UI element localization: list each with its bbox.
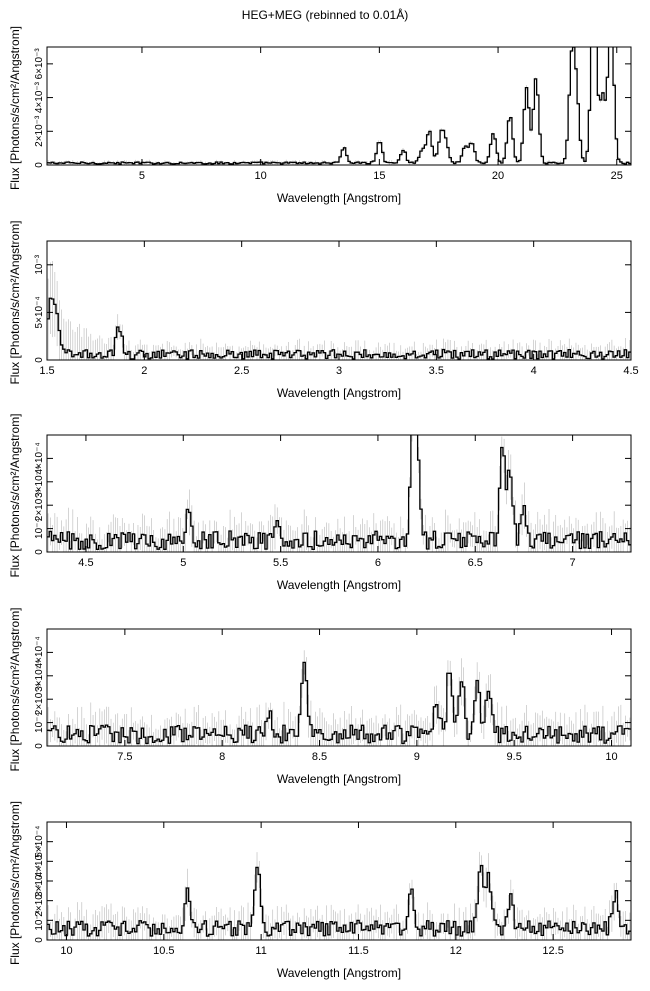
y-tick-label: 0 <box>34 357 45 363</box>
x-tick-label: 4 <box>531 365 537 377</box>
x-tick-label: 25 <box>611 170 623 182</box>
y-tick-label: 4×10⁻⁴ <box>34 636 45 668</box>
x-tick-label: 15 <box>373 170 385 182</box>
x-tick-label: 6.5 <box>468 557 483 569</box>
x-tick-label: 5 <box>139 170 145 182</box>
y-axis-label: Flux [Photons/s/cm²/Angstrom] <box>8 607 22 771</box>
x-tick-label: 9.5 <box>507 751 522 763</box>
x-tick-label: 10 <box>605 751 617 763</box>
panel-2: 1.5 2 2.5 3 3.5 4 4.5 0 5×10⁻⁴ 10⁻³ Wavelength [An… <box>8 220 639 400</box>
y-tick-label: 10⁻⁴ <box>34 518 45 539</box>
y-tick-label: 10⁻⁴ <box>34 712 45 733</box>
panel-1: 5 10 15 20 25 0 2×10⁻³ 4×10⁻³6×10⁻³ Wavelength [… <box>8 26 632 205</box>
x-tick-label: 10.5 <box>153 945 174 957</box>
y-tick-label: 0 <box>34 162 45 168</box>
x-tick-label: 7 <box>570 557 576 569</box>
error-bars <box>47 260 631 360</box>
spectrum-2 <box>47 260 631 360</box>
y-axis-label: Flux [Photons/s/cm²/Angstrom] <box>8 220 22 384</box>
x-axis-label: Wavelength [Angstrom] <box>277 386 401 400</box>
plot-frame <box>46 628 632 747</box>
y-tick-label: 4×10⁻⁴ <box>34 442 45 474</box>
y-tick-label: 10⁻⁴ <box>34 910 45 931</box>
x-axis-label: Wavelength [Angstrom] <box>277 966 401 980</box>
plot-frame <box>46 821 632 941</box>
y-tick-label: 2×10⁻⁴ <box>34 489 45 521</box>
error-bars <box>47 851 631 940</box>
x-tick-label: 1.5 <box>39 365 54 377</box>
y-tick-label: 10⁻³ <box>34 254 45 274</box>
spectrum-line <box>47 435 631 551</box>
y-tick-label: 2×10⁻³ <box>34 115 45 147</box>
x-tick-label: 5 <box>180 557 186 569</box>
x-tick-label: 11.5 <box>348 945 369 957</box>
y-tick-label: 0 <box>34 743 45 749</box>
x-tick-label: 10 <box>255 170 267 182</box>
x-tick-label: 12.5 <box>542 945 563 957</box>
y-tick-label: 0 <box>34 549 45 555</box>
x-tick-label: 10 <box>60 945 72 957</box>
spectrum-1 <box>47 47 631 165</box>
spectrum-line <box>47 864 631 937</box>
x-tick-label: 4.5 <box>78 557 93 569</box>
x-axis-label: Wavelength [Angstrom] <box>277 772 401 786</box>
x-tick-label: 7.5 <box>117 751 132 763</box>
error-bars <box>47 47 631 165</box>
plot-frame <box>46 46 632 166</box>
x-tick-label: 20 <box>492 170 504 182</box>
y-tick-label: 5×10⁻⁴ <box>34 826 45 858</box>
x-tick-label: 9 <box>414 751 420 763</box>
plot-frame <box>46 240 632 361</box>
y-tick-label: 2×10⁻⁴ <box>34 885 45 917</box>
x-tick-label: 12 <box>450 945 462 957</box>
panel-3: 4.5 5 5.5 6 6.5 7 0 10⁻⁴2×10⁻⁴3×10⁻⁴4×10⁻⁴ Wavel… <box>8 413 632 592</box>
x-tick-label: 4.5 <box>623 365 638 377</box>
x-tick-label: 6 <box>375 557 381 569</box>
x-tick-label: 8 <box>219 751 225 763</box>
y-tick-label: 3×10⁻⁴ <box>34 466 45 498</box>
figure-title: HEG+MEG (rebinned to 0.01Å) <box>241 8 409 22</box>
panel-4: 7.5 8 8.5 9 9.5 10 0 10⁻⁴2×10⁻⁴3×10⁻⁴4×10⁻⁴ Wave… <box>8 607 632 786</box>
x-tick-label: 5.5 <box>273 557 288 569</box>
plot-frame <box>46 434 632 553</box>
y-tick-label: 3×10⁻⁴ <box>34 660 45 692</box>
x-tick-label: 3 <box>336 365 342 377</box>
y-tick-label: 5×10⁻⁴ <box>34 296 45 328</box>
spectrum-line <box>47 47 631 165</box>
x-tick-label: 3.5 <box>429 365 444 377</box>
x-tick-label: 2 <box>141 365 147 377</box>
spectrum-4 <box>47 650 631 746</box>
y-tick-label: 6×10⁻³ <box>34 48 45 80</box>
y-tick-label: 2×10⁻⁴ <box>34 683 45 715</box>
x-axis-label: Wavelength [Angstrom] <box>277 578 401 592</box>
y-tick-label: 4×10⁻⁴ <box>34 845 45 877</box>
panel-5: 10 10.5 11 11.5 12 12.5 0 10⁻⁴2×10⁻⁴3×10⁻⁴4×10⁻… <box>8 801 632 980</box>
y-tick-label: 0 <box>34 937 45 943</box>
y-tick-label: 3×10⁻⁴ <box>34 865 45 897</box>
x-tick-label: 11 <box>255 945 266 957</box>
y-axis-label: Flux [Photons/s/cm²/Angstrom] <box>8 413 22 577</box>
spectrum-line <box>47 297 631 360</box>
x-tick-label: 2.5 <box>234 365 249 377</box>
spectrum-5 <box>47 851 631 940</box>
spectrum-line <box>47 661 631 745</box>
y-axis-label: Flux [Photons/s/cm²/Angstrom] <box>8 26 22 190</box>
x-axis-label: Wavelength [Angstrom] <box>277 191 401 205</box>
y-axis-label: Flux [Photons/s/cm²/Angstrom] <box>8 801 22 965</box>
y-tick-label: 4×10⁻³ <box>34 81 45 113</box>
spectrum-3 <box>47 435 631 552</box>
x-tick-label: 8.5 <box>312 751 327 763</box>
